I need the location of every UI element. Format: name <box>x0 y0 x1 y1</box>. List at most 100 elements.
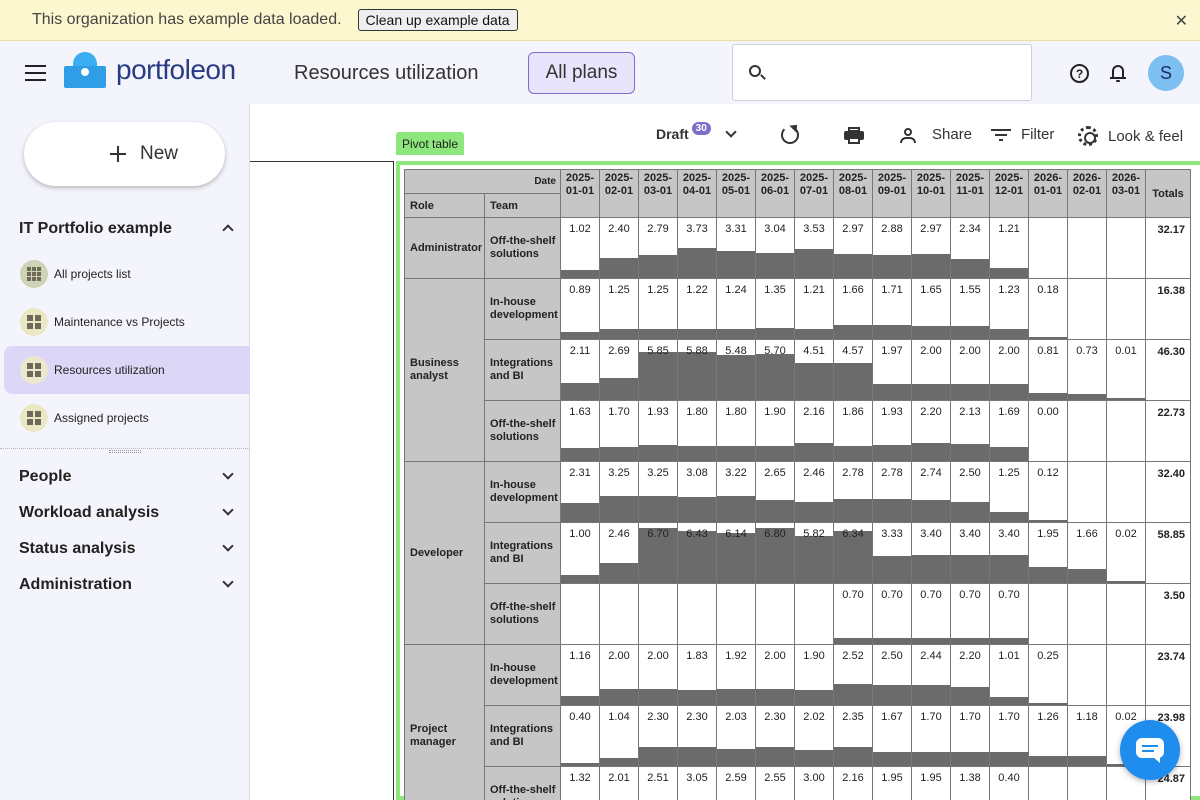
value-cell[interactable]: 3.53 <box>794 217 834 279</box>
close-icon[interactable]: ✕ <box>1174 13 1188 30</box>
value-cell[interactable]: 1.69 <box>989 400 1029 462</box>
value-cell[interactable] <box>560 583 600 645</box>
value-cell[interactable]: 2.16 <box>833 766 873 800</box>
pivot-table-tab[interactable]: Pivot table <box>396 132 464 155</box>
value-cell[interactable] <box>1067 644 1107 706</box>
value-cell[interactable]: 1.97 <box>872 339 912 401</box>
team-cell[interactable]: Off-the-shelf solutions <box>484 583 561 645</box>
value-cell[interactable]: 2.55 <box>755 766 795 800</box>
value-cell[interactable]: 0.40 <box>560 705 600 767</box>
value-cell[interactable]: 2.78 <box>833 461 873 523</box>
value-cell[interactable]: 2.46 <box>794 461 834 523</box>
value-cell[interactable]: 2.78 <box>872 461 912 523</box>
chevron-down-icon[interactable] <box>222 540 234 552</box>
date-column-header[interactable]: 2025-03-01 <box>638 169 678 218</box>
filter-button[interactable]: Filter <box>991 126 1054 143</box>
value-cell[interactable]: 3.40 <box>989 522 1029 584</box>
print-icon[interactable] <box>844 127 864 144</box>
value-cell[interactable]: 2.79 <box>638 217 678 279</box>
value-cell[interactable] <box>1028 217 1068 279</box>
value-cell[interactable]: 2.31 <box>560 461 600 523</box>
value-cell[interactable]: 3.40 <box>911 522 951 584</box>
value-cell[interactable] <box>1028 766 1068 800</box>
value-cell[interactable]: 0.70 <box>950 583 990 645</box>
value-cell[interactable]: 4.51 <box>794 339 834 401</box>
value-cell[interactable]: 1.70 <box>989 705 1029 767</box>
value-cell[interactable]: 0.01 <box>1106 339 1146 401</box>
value-cell[interactable]: 2.00 <box>755 644 795 706</box>
value-cell[interactable]: 3.05 <box>677 766 717 800</box>
value-cell[interactable]: 2.00 <box>950 339 990 401</box>
avatar[interactable]: S <box>1148 55 1184 91</box>
value-cell[interactable]: 2.00 <box>989 339 1029 401</box>
look-and-feel-button[interactable]: Look & feel <box>1078 126 1183 146</box>
value-cell[interactable]: 5.70 <box>755 339 795 401</box>
date-column-header[interactable]: 2025-08-01 <box>833 169 873 218</box>
value-cell[interactable]: 1.92 <box>716 644 756 706</box>
value-cell[interactable]: 2.02 <box>794 705 834 767</box>
value-cell[interactable]: 3.33 <box>872 522 912 584</box>
date-column-header[interactable]: 2025-10-01 <box>911 169 951 218</box>
sidebar-item-assigned-projects[interactable]: Assigned projects <box>4 394 250 442</box>
value-cell[interactable] <box>1067 766 1107 800</box>
value-cell[interactable]: 0.00 <box>1028 400 1068 462</box>
value-cell[interactable]: 1.23 <box>989 278 1029 340</box>
value-cell[interactable]: 1.04 <box>599 705 639 767</box>
sidebar-item-resources-utilization[interactable]: Resources utilization <box>4 346 250 394</box>
search-input[interactable] <box>732 44 1032 101</box>
value-cell[interactable]: 1.21 <box>989 217 1029 279</box>
value-cell[interactable] <box>794 583 834 645</box>
value-cell[interactable] <box>1106 400 1146 462</box>
value-cell[interactable]: 1.95 <box>1028 522 1068 584</box>
value-cell[interactable]: 1.70 <box>950 705 990 767</box>
value-cell[interactable]: 1.25 <box>638 278 678 340</box>
section-people[interactable]: People <box>19 468 72 485</box>
section-administration[interactable]: Administration <box>19 576 132 593</box>
value-cell[interactable]: 2.20 <box>950 644 990 706</box>
value-cell[interactable] <box>1067 217 1107 279</box>
value-cell[interactable]: 1.83 <box>677 644 717 706</box>
chevron-down-icon[interactable] <box>222 504 234 516</box>
value-cell[interactable]: 1.21 <box>794 278 834 340</box>
value-cell[interactable]: 2.52 <box>833 644 873 706</box>
value-cell[interactable]: 1.16 <box>560 644 600 706</box>
value-cell[interactable]: 2.01 <box>599 766 639 800</box>
value-cell[interactable]: 6.70 <box>638 522 678 584</box>
value-cell[interactable]: 3.25 <box>599 461 639 523</box>
value-cell[interactable]: 1.63 <box>560 400 600 462</box>
team-cell[interactable]: Off-the-shelf solutions <box>484 766 561 800</box>
clean-up-example-data-button[interactable]: Clean up example data <box>357 9 518 31</box>
value-cell[interactable]: 2.59 <box>716 766 756 800</box>
refresh-icon[interactable] <box>781 126 799 144</box>
new-button[interactable]: New <box>24 122 225 186</box>
date-column-header[interactable]: 2025-05-01 <box>716 169 756 218</box>
bell-icon[interactable] <box>1110 65 1126 82</box>
value-cell[interactable] <box>1028 583 1068 645</box>
value-cell[interactable]: 1.55 <box>950 278 990 340</box>
date-column-header[interactable]: 2026-02-01 <box>1067 169 1107 218</box>
value-cell[interactable]: 2.74 <box>911 461 951 523</box>
value-cell[interactable] <box>1106 217 1146 279</box>
value-cell[interactable] <box>1106 583 1146 645</box>
value-cell[interactable] <box>1106 278 1146 340</box>
share-button[interactable]: Share <box>900 126 972 143</box>
team-cell[interactable]: Off-the-shelf solutions <box>484 400 561 462</box>
date-column-header[interactable]: 2025-06-01 <box>755 169 795 218</box>
value-cell[interactable]: 0.89 <box>560 278 600 340</box>
value-cell[interactable]: 1.22 <box>677 278 717 340</box>
value-cell[interactable]: 1.25 <box>599 278 639 340</box>
team-cell[interactable]: Integrations and BI <box>484 522 561 584</box>
team-cell[interactable]: In-house development <box>484 278 561 340</box>
value-cell[interactable]: 1.93 <box>872 400 912 462</box>
value-cell[interactable]: 1.35 <box>755 278 795 340</box>
value-cell[interactable]: 0.02 <box>1106 522 1146 584</box>
value-cell[interactable]: 1.24 <box>716 278 756 340</box>
value-cell[interactable]: 2.65 <box>755 461 795 523</box>
value-cell[interactable]: 3.73 <box>677 217 717 279</box>
value-cell[interactable] <box>1067 583 1107 645</box>
value-cell[interactable]: 2.13 <box>950 400 990 462</box>
value-cell[interactable]: 2.40 <box>599 217 639 279</box>
value-cell[interactable] <box>1067 400 1107 462</box>
help-icon[interactable]: ? <box>1070 64 1089 83</box>
draft-dropdown[interactable]: Draft 30 <box>656 121 737 142</box>
